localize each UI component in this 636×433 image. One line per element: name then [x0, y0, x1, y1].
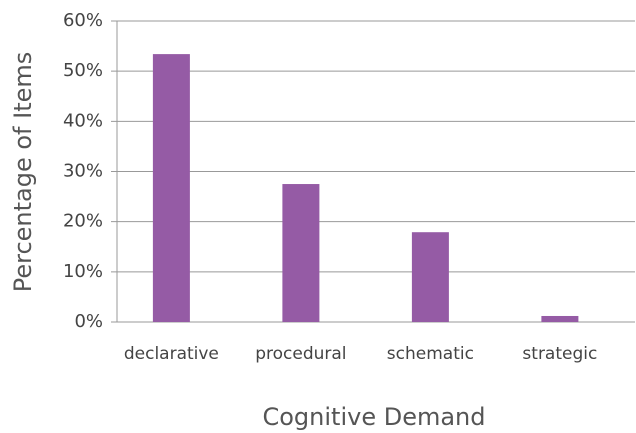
bar — [541, 315, 579, 322]
y-tick-label: 20% — [63, 211, 103, 232]
bar — [282, 184, 320, 322]
y-tick-label: 10% — [63, 261, 103, 282]
y-tick-label: 0% — [74, 311, 103, 332]
x-tick-label: declarative — [124, 344, 219, 364]
y-tick-label: 40% — [63, 110, 103, 131]
x-tick-label: procedural — [255, 344, 346, 364]
x-axis-title: Cognitive Demand — [262, 403, 485, 431]
y-tick-label: 50% — [63, 60, 103, 81]
x-tick-label: strategic — [522, 344, 597, 364]
bar — [411, 232, 449, 322]
x-tick-label: schematic — [387, 344, 474, 364]
y-tick-label: 60% — [63, 10, 103, 31]
y-tick-label: 30% — [63, 161, 103, 182]
bar — [152, 54, 190, 323]
y-axis-title: Percentage of Items — [9, 52, 37, 293]
